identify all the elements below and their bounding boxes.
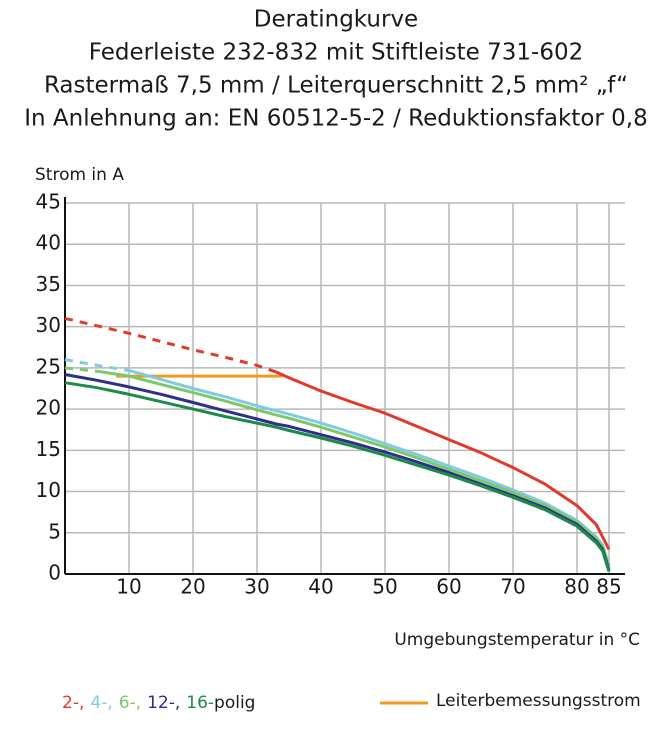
x-tick-label: 50 bbox=[372, 575, 397, 599]
legend-entry: 16- bbox=[186, 693, 214, 713]
y-tick-label: 25 bbox=[36, 354, 61, 378]
x-tick-label: 85 bbox=[596, 575, 621, 599]
y-tick-label: 15 bbox=[36, 437, 61, 461]
y-tick-label: 35 bbox=[36, 272, 61, 296]
legend-entry: 12-, bbox=[147, 693, 180, 713]
chart-title: Rastermaß 7,5 mm / Leiterquerschnitt 2,5… bbox=[44, 73, 628, 99]
series-line-dashed bbox=[64, 366, 98, 373]
y-tick-label: 0 bbox=[48, 561, 61, 585]
series-line bbox=[275, 370, 611, 550]
y-tick-label: 40 bbox=[36, 231, 61, 255]
x-tick-label: 30 bbox=[244, 575, 269, 599]
x-axis-label: Umgebungstemperatur in °C bbox=[394, 630, 640, 650]
y-tick-label: 30 bbox=[36, 313, 61, 337]
chart-title: Federleiste 232-832 mit Stiftleiste 731-… bbox=[89, 40, 583, 66]
series-line bbox=[64, 373, 611, 571]
x-tick-label: 80 bbox=[564, 575, 589, 599]
y-tick-label: 10 bbox=[36, 478, 61, 502]
series-line bbox=[128, 368, 611, 567]
legend-entry: 2-, bbox=[62, 693, 84, 713]
legend-entry: 6-, bbox=[119, 693, 141, 713]
chart-title: Deratingkurve bbox=[254, 7, 418, 33]
y-tick-label: 45 bbox=[36, 190, 61, 214]
chart-title: In Anlehnung an: EN 60512-5-2 / Reduktio… bbox=[24, 106, 648, 132]
x-tick-label: 60 bbox=[436, 575, 461, 599]
legend-suffix: polig bbox=[214, 693, 255, 713]
series-line-dashed bbox=[64, 358, 130, 372]
series-line bbox=[96, 369, 611, 567]
x-tick-label: 70 bbox=[500, 575, 525, 599]
series-line bbox=[64, 381, 611, 572]
legend: 2-, 4-, 6-, 12-, 16-polig bbox=[62, 693, 255, 713]
y-tick-label: 5 bbox=[48, 519, 61, 543]
y-tick-label: 20 bbox=[36, 396, 61, 420]
x-tick-label: 20 bbox=[180, 575, 205, 599]
legend-entry: Leiterbemessungsstrom bbox=[436, 691, 641, 711]
y-axis-label: Strom in A bbox=[35, 165, 124, 185]
legend-entry: 4-, bbox=[90, 693, 112, 713]
x-tick-label: 40 bbox=[308, 575, 333, 599]
x-tick-label: 10 bbox=[116, 575, 141, 599]
